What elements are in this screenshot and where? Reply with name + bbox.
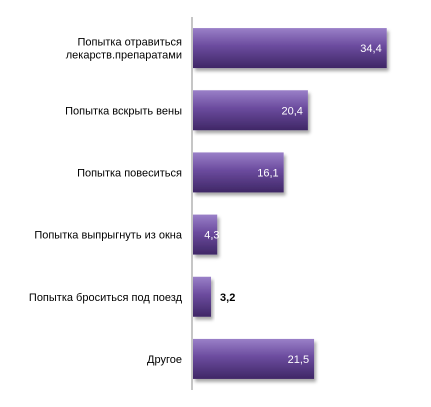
value-label-3: 4,3	[204, 230, 219, 242]
value-label-4: 3,2	[220, 292, 235, 304]
bar-4	[193, 276, 212, 317]
value-label-1: 20,4	[281, 105, 302, 117]
category-label-4: Попытка броситься под поезд	[29, 292, 183, 304]
value-label-5: 21,5	[288, 354, 309, 366]
value-label-2: 16,1	[257, 167, 278, 179]
bar-2	[193, 152, 284, 193]
category-label-0: Попытка отравиться лекарств.препаратами	[66, 37, 182, 62]
value-label-0: 34,4	[360, 43, 381, 55]
bar-0	[193, 28, 387, 69]
bar-3	[193, 214, 218, 255]
category-label-3: Попытка выпрыгнуть из окна	[34, 230, 183, 242]
category-label-1: Попытка вскрыть вены	[65, 105, 182, 117]
category-label-5: Другое	[147, 354, 182, 366]
category-label-2: Попытка повеситься	[77, 167, 182, 179]
bar-5	[193, 338, 315, 379]
bar-1	[193, 90, 308, 131]
